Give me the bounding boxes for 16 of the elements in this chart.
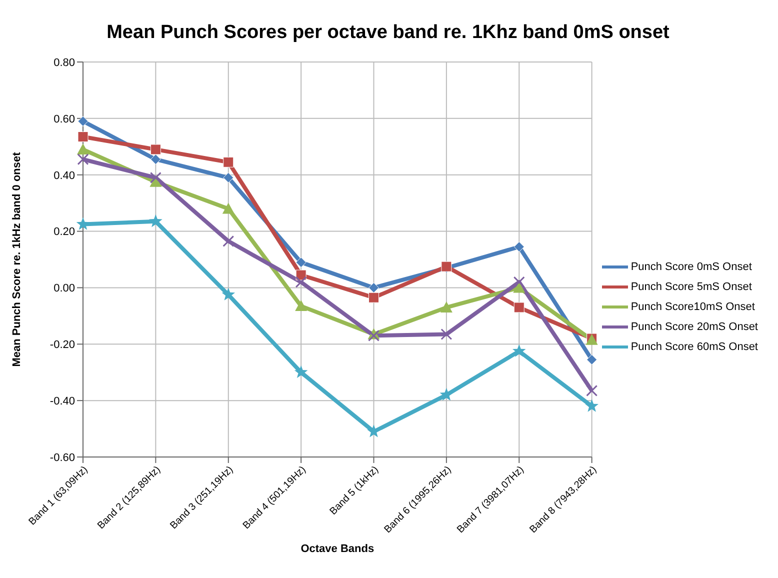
y-tick-label: -0.20	[50, 339, 75, 352]
legend-label: Punch Score10mS Onset	[630, 301, 755, 313]
legend-label: Punch Score 60mS Onset	[630, 341, 758, 353]
y-tick-label: -0.60	[50, 452, 75, 464]
legend-label: Punch Score 5mS Onset	[630, 281, 752, 293]
chart-title: Mean Punch Scores per octave band re. 1Khz band 0mS onset	[106, 21, 670, 45]
y-axis-title: Mean Punch Score re. 1kHz band 0 onset	[10, 152, 23, 367]
y-tick-label: 0.40	[54, 170, 75, 182]
y-tick-label: 0.20	[54, 226, 75, 238]
y-tick-label: 0.60	[54, 113, 75, 126]
y-tick-label: -0.40	[50, 395, 75, 408]
x-axis-title: Octave Bands	[300, 543, 374, 555]
legend-label: Punch Score 20mS Onset	[630, 321, 758, 333]
legend-label: Punch Score 0mS Onset	[630, 261, 752, 273]
y-tick-label: 0.80	[54, 56, 75, 69]
y-tick-label: 0.00	[54, 282, 75, 295]
